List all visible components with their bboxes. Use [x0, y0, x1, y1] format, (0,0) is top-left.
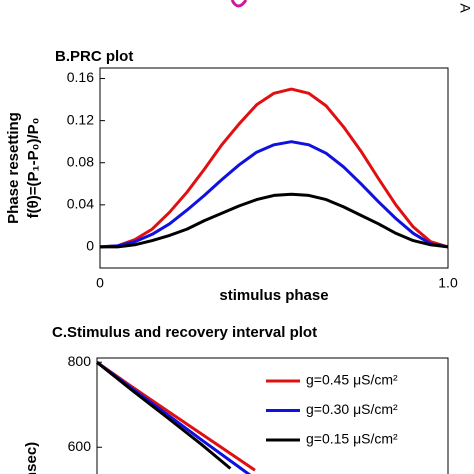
y-tick-label: 0 — [86, 238, 94, 254]
y-tick-label: 0.12 — [67, 111, 94, 127]
chart-title: C.Stimulus and recovery interval plot — [52, 324, 317, 341]
y-axis-label: f(θ)=(P₁-P₀)/P₀ — [25, 118, 42, 219]
x-axis-label: stimulus phase — [219, 287, 328, 304]
y-axis-label: Phase resetting — [5, 112, 22, 224]
series-line — [99, 87, 449, 249]
y-tick-label: 0.16 — [67, 69, 94, 85]
y-tick-label: 0.08 — [67, 153, 94, 169]
series-line — [100, 192, 449, 249]
series-line — [96, 361, 232, 470]
legend-label: g=0.15 μS/cm² — [306, 431, 398, 447]
plot-frame — [96, 357, 449, 474]
y-tick-label: 800 — [68, 353, 92, 369]
plot-frame — [99, 67, 449, 269]
legend-label: g=0.45 μS/cm² — [306, 372, 398, 388]
legend-label: g=0.30 μS/cm² — [306, 401, 398, 417]
y-tick-label: 600 — [68, 438, 92, 454]
y-axis-label: (msec) — [23, 442, 40, 474]
y-tick-label: 0.04 — [67, 196, 94, 212]
x-tick-label: 0 — [96, 275, 104, 291]
series-line — [99, 140, 449, 249]
x-tick-label: 1.0 — [438, 275, 458, 291]
panel-a-fragment — [230, 0, 248, 8]
panel-label: A — [457, 3, 473, 13]
chart-title: B.PRC plot — [55, 48, 133, 65]
